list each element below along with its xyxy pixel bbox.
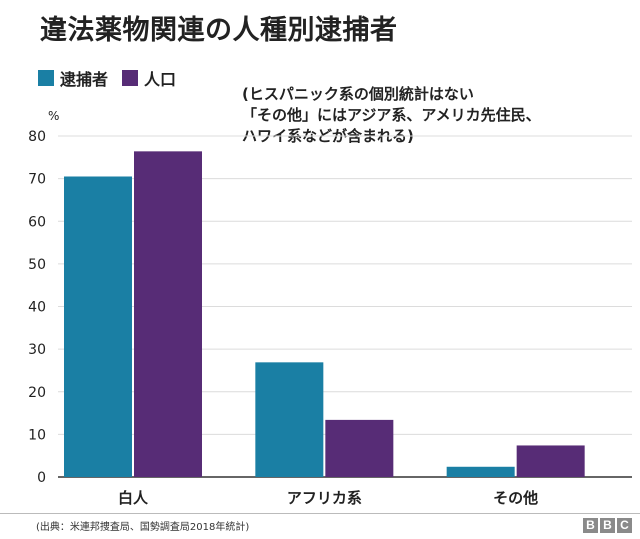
bar-arrests-0: [64, 176, 132, 477]
y-tick-label: 30: [28, 342, 46, 358]
bar-arrests-1: [255, 362, 324, 477]
chart-legend: 逮捕者 人口: [38, 66, 190, 90]
bar-population-2: [516, 445, 585, 477]
source-note: (出典：米連邦捜査局、国勢調査局2018年統計): [36, 522, 250, 533]
bar-population-0: [134, 151, 202, 477]
legend-swatch-population: [122, 70, 139, 86]
legend-item-arrests: 逮捕者: [38, 66, 108, 90]
x-category-label: アフリカ系: [287, 489, 362, 507]
x-category-label: その他: [493, 489, 538, 507]
y-tick-label: 40: [28, 300, 46, 316]
y-tick-label: 10: [28, 427, 46, 443]
bar-population-1: [325, 419, 394, 477]
bbc-logo: B B C: [583, 518, 632, 533]
logo-letter: C: [617, 518, 632, 533]
y-tick-label: 80: [28, 129, 46, 145]
y-axis-ticks: 0 10 20 30 40 50 60 70 80: [28, 129, 46, 486]
chart-title: 違法薬物関連の人種別逮捕者: [40, 15, 398, 46]
legend-swatch-arrests: [38, 70, 54, 86]
y-tick-label: 20: [28, 385, 46, 401]
x-category-label: 白人: [118, 489, 149, 507]
legend-label-arrests: 逮捕者: [60, 70, 109, 89]
legend-label-population: 人口: [144, 70, 177, 89]
logo-letter: B: [600, 518, 615, 533]
x-axis-labels: 白人 アフリカ系 その他: [118, 489, 538, 507]
footer-divider: [0, 513, 640, 514]
annotation-line: (ヒスパニック系の個別統計はない: [242, 85, 474, 103]
y-tick-label: 70: [28, 172, 46, 188]
logo-letter: B: [583, 518, 598, 533]
bars: [64, 151, 585, 477]
y-tick-label: 60: [28, 214, 46, 230]
y-tick-label: 50: [28, 257, 46, 273]
y-axis-unit-label: %: [48, 109, 59, 123]
bar-arrests-2: [446, 466, 515, 477]
y-tick-label: 0: [37, 470, 46, 486]
legend-item-population: 人口: [122, 66, 176, 90]
annotation-line: 「その他」にはアジア系、アメリカ先住民、: [242, 106, 541, 124]
